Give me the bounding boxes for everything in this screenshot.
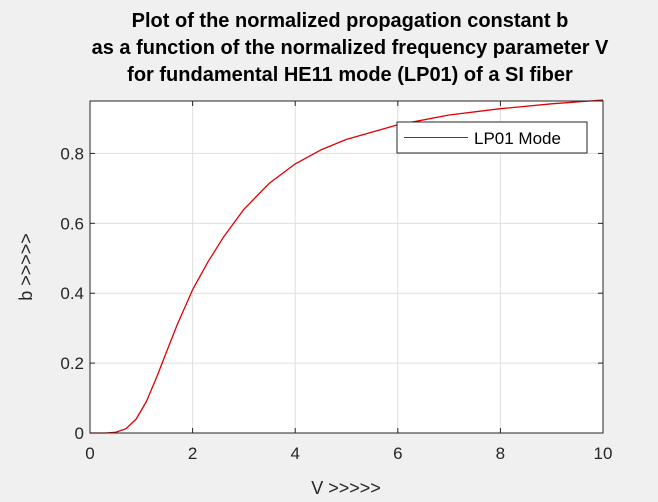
chart-title-line-1: Plot of the normalized propagation const… [131, 10, 569, 32]
legend-entry-lp01: LP01 Mode [474, 129, 561, 148]
x-tick-label: 6 [393, 444, 402, 463]
plot-frame [89, 100, 604, 434]
y-axis-label: b >>>>> [16, 233, 36, 301]
y-tick-label: 0 [75, 424, 84, 443]
x-axis-label: V >>>>> [311, 478, 381, 498]
plot-area [90, 101, 603, 433]
y-tick-label: 0.2 [60, 354, 84, 373]
chart-title-line-2: as a function of the normalized frequenc… [91, 37, 609, 59]
axis-ticks: 0 2 4 6 8 10 0 0.2 0.4 0.6 0.8 [60, 101, 612, 463]
series-layer [90, 99, 604, 434]
y-tick-label: 0.4 [60, 284, 84, 303]
x-tick-label: 4 [290, 444, 299, 463]
legend: LP01 Mode [396, 121, 588, 154]
y-tick-label: 0.8 [60, 144, 84, 163]
x-tick-label: 8 [496, 444, 505, 463]
chart-title-line-3: for fundamental HE11 mode (LP01) of a SI… [127, 64, 573, 86]
x-tick-label: 2 [188, 444, 197, 463]
series-line-lp01 [90, 99, 604, 434]
x-tick-label: 10 [594, 444, 613, 463]
x-tick-label: 0 [85, 444, 94, 463]
y-tick-label: 0.6 [60, 214, 84, 233]
chart-title: Plot of the normalized propagation const… [0, 8, 658, 89]
